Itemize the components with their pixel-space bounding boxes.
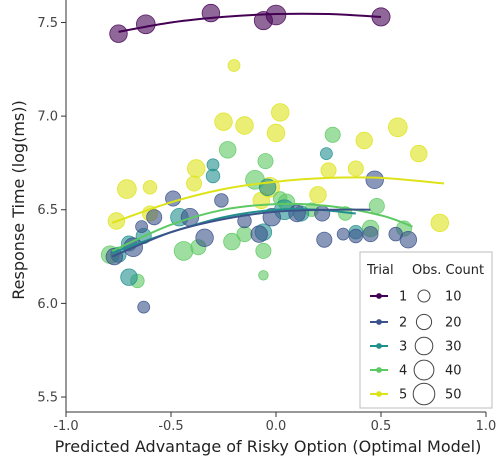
data-point-trial-2-4 [146, 209, 163, 226]
y-tick-label: 5.5 [37, 391, 58, 406]
y-tick-label: 7.5 [37, 16, 58, 31]
legend-size-circle-30 [414, 336, 434, 356]
legend-trial-dot-2 [376, 319, 382, 325]
y-tick-label: 7.0 [37, 110, 58, 125]
data-point-trial-4-13 [324, 126, 341, 143]
data-point-trial-2-2 [135, 220, 149, 234]
legend-trial-dot-3 [376, 343, 382, 349]
legend-trial-label: 5 [399, 388, 407, 403]
trend-line-trial-4 [111, 202, 413, 252]
data-point-trial-4-2 [173, 241, 194, 261]
data-point-trial-4-8 [258, 270, 269, 281]
data-point-trial-4-5 [223, 232, 241, 251]
legend-trial-label: 1 [399, 290, 407, 305]
data-point-trial-3-5 [205, 168, 221, 184]
trend-line-trial-2 [111, 208, 371, 258]
x-tick-label: 0.5 [371, 419, 392, 434]
data-point-trial-2-10 [250, 225, 268, 243]
data-point-trial-5-15 [347, 160, 364, 177]
data-point-trial-5-13 [309, 186, 327, 204]
data-point-trial-5-4 [186, 175, 203, 192]
data-point-trial-5-3 [142, 180, 158, 195]
legend-trial-dot-1 [376, 293, 382, 299]
data-point-trial-2-17 [362, 226, 379, 243]
y-tick-label: 6.0 [37, 297, 58, 312]
legend-size-label: 20 [445, 316, 462, 331]
legend: Trial Obs. Count 1 2 3 4 5 10 20 30 40 50 [359, 251, 493, 409]
data-point-trial-4-9 [257, 153, 274, 170]
data-point-trial-4-4 [218, 141, 237, 159]
data-point-trial-4-6 [236, 226, 253, 243]
data-point-trial-4-18 [255, 242, 272, 259]
legend-size-circle-50 [412, 382, 436, 406]
data-point-trial-3-2 [120, 268, 138, 286]
data-point-trial-5-11 [266, 123, 286, 143]
legend-trial-title: Trial [366, 263, 394, 278]
data-point-trial-5-14 [320, 162, 337, 179]
data-point-trial-2-14 [316, 231, 333, 248]
y-axis-title: Response Time (log(ms)) [9, 100, 28, 299]
data-point-trial-5-18 [410, 144, 428, 163]
data-point-trial-5-8 [235, 116, 254, 135]
data-point-trial-5-17 [387, 117, 408, 138]
data-point-trial-2-12 [288, 204, 306, 223]
data-point-trial-1-0 [109, 24, 128, 43]
trend-line-trial-5 [111, 176, 445, 224]
data-point-trial-2-20 [365, 170, 384, 190]
data-point-trial-2-19 [399, 230, 418, 249]
data-point-trial-2-7 [195, 228, 214, 248]
legend-size-label: 10 [445, 290, 462, 305]
data-point-trial-5-7 [227, 59, 241, 72]
data-point-trial-2-15 [336, 227, 350, 241]
data-point-trial-5-12 [271, 103, 290, 122]
legend-size-title: Obs. Count [412, 263, 484, 278]
legend-size-circle-10 [417, 289, 431, 303]
data-point-trial-5-1 [117, 179, 137, 199]
x-tick-label: -0.5 [158, 419, 183, 434]
data-point-trial-2-16 [348, 228, 364, 244]
data-point-trial-3-10 [319, 147, 333, 161]
legend-size-label: 50 [445, 388, 462, 403]
data-point-trial-1-1 [136, 14, 156, 35]
legend-trial-dot-5 [376, 391, 382, 397]
y-tick-label: 6.5 [37, 203, 58, 218]
x-tick-label: 1.0 [476, 419, 496, 434]
legend-size-label: 40 [445, 364, 462, 379]
plot-area [100, 3, 450, 314]
legend-trial-label: 2 [399, 316, 407, 331]
data-point-trial-5-6 [214, 112, 233, 131]
data-point-trial-5-5 [186, 159, 206, 178]
data-point-trial-2-8 [214, 193, 229, 208]
data-point-trial-5-19 [430, 213, 450, 233]
legend-size-label: 30 [445, 340, 462, 355]
legend-size-circle-40 [413, 359, 435, 381]
data-point-trial-5-16 [355, 131, 373, 150]
data-point-trial-4-16 [368, 197, 385, 214]
x-tick-label: -1.0 [53, 419, 78, 434]
legend-box [359, 251, 493, 409]
data-point-trial-2-3 [137, 300, 151, 314]
x-axis-title: Predicted Advantage of Risky Option (Opt… [55, 437, 482, 456]
legend-size-circle-20 [415, 313, 433, 331]
data-point-trial-3-12 [206, 158, 220, 172]
legend-trial-dot-4 [376, 367, 382, 373]
trend-line-trial-1 [118, 12, 382, 33]
x-tick-label: 0.0 [266, 419, 287, 434]
axes: Predicted Advantage of Risky Option (Opt… [9, 0, 496, 456]
legend-trial-label: 4 [399, 364, 407, 379]
data-point-trial-2-13 [314, 205, 331, 222]
legend-trial-label: 3 [399, 340, 407, 355]
